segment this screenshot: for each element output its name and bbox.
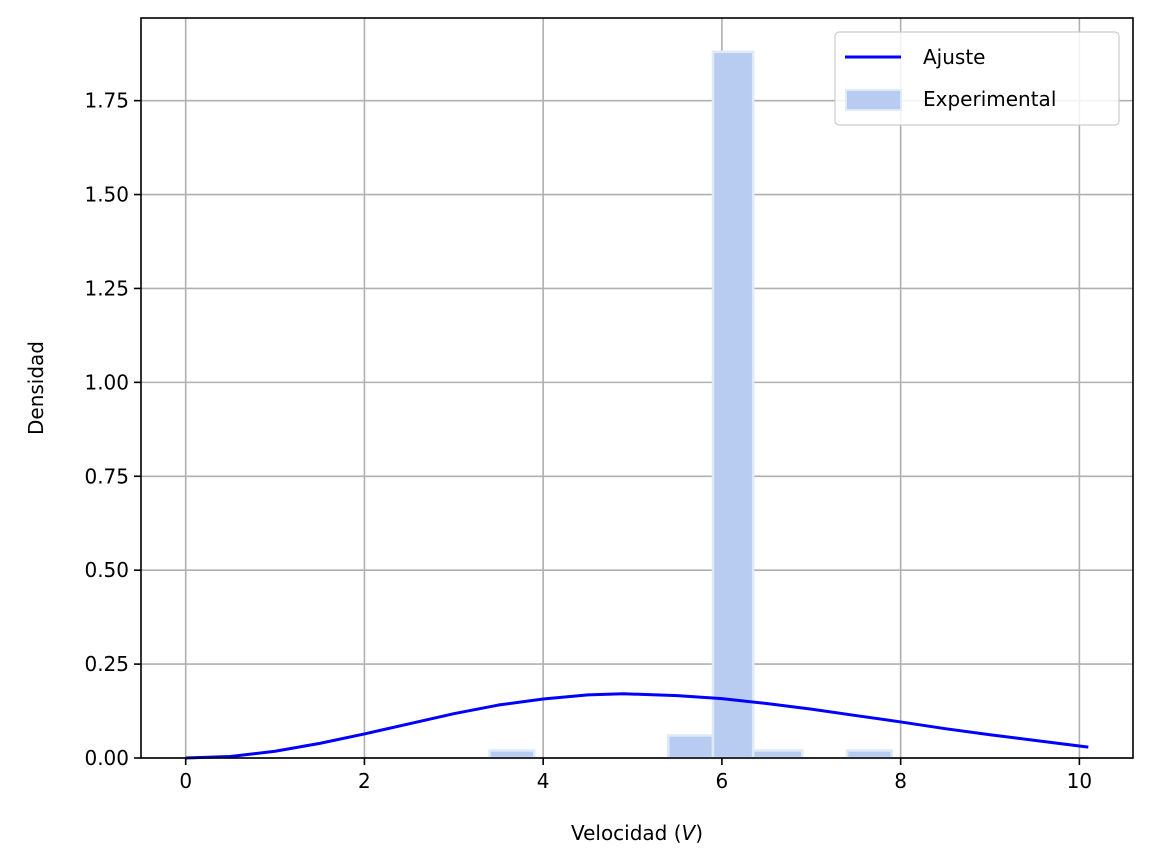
y-tick-label: 1.50 (84, 183, 129, 207)
y-axis-title: Densidad (24, 341, 48, 435)
x-axis-title-suffix: ) (695, 821, 703, 845)
fit-line-ajuste (185, 692, 1089, 760)
histogram-bar (845, 749, 893, 760)
x-axis-title-prefix: Velocidad ( (571, 821, 682, 845)
x-tick-label: 4 (537, 769, 550, 793)
y-tick-label: 0.50 (84, 558, 129, 582)
y-tick-label: 1.25 (84, 276, 129, 300)
fit-line-group (185, 692, 1089, 760)
legend: Ajuste Experimental (834, 31, 1120, 126)
legend-box (834, 31, 1120, 126)
legend-swatch-experimental (845, 89, 902, 111)
y-tick-label: 0.75 (84, 464, 129, 488)
legend-label-ajuste: Ajuste (923, 45, 985, 69)
legend-label-experimental: Experimental (923, 87, 1056, 111)
x-tick-label: 10 (1067, 769, 1092, 793)
x-tick-label: 8 (894, 769, 907, 793)
histogram-bar (667, 734, 715, 760)
x-tick-label: 6 (716, 769, 729, 793)
histogram-bar (488, 749, 536, 760)
x-tick-label: 2 (358, 769, 371, 793)
histogram-bar (751, 749, 804, 760)
y-tick-label: 1.75 (84, 89, 129, 113)
x-axis-ticks: 0 2 4 6 8 10 (179, 758, 1092, 793)
x-axis-title-variable: V (682, 821, 697, 845)
histogram-bar (711, 50, 755, 760)
y-tick-label: 1.00 (84, 370, 129, 394)
plot-frame (140, 17, 1134, 759)
y-axis-ticks: 0.00 0.25 0.50 0.75 1.00 1.25 1.50 1.75 (84, 89, 141, 770)
x-axis-title: Velocidad (V) (571, 821, 703, 845)
y-tick-label: 0.00 (84, 746, 129, 770)
x-tick-label: 0 (179, 769, 192, 793)
y-tick-label: 0.25 (84, 652, 129, 676)
